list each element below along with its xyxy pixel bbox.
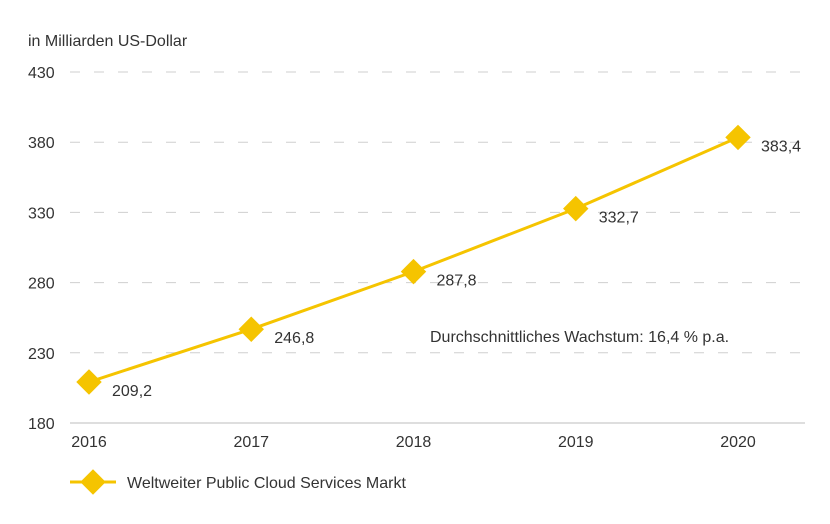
data-point-marker <box>400 258 427 285</box>
series-group: 209,2 246,8 287,8 332,7 383,4 <box>76 124 801 400</box>
y-tick-label: 280 <box>28 276 55 293</box>
legend-label: Weltweiter Public Cloud Services Markt <box>127 475 406 492</box>
data-point-marker <box>563 195 589 222</box>
growth-annotation: Durchschnittliches Wachstum: 16,4 % p.a. <box>430 329 729 346</box>
data-point-marker <box>76 369 102 395</box>
data-label: 246,8 <box>274 330 314 347</box>
x-tick-labels: 2016 2017 2018 2019 2020 <box>71 434 756 451</box>
data-label: 209,2 <box>112 383 152 400</box>
x-tick-label: 2017 <box>233 434 269 451</box>
y-tick-label: 180 <box>28 416 55 433</box>
y-tick-label: 430 <box>28 65 55 82</box>
x-tick-label: 2016 <box>71 434 107 451</box>
grid-lines <box>70 71 805 424</box>
y-tick-labels: 180 230 280 330 380 430 <box>28 65 55 433</box>
y-axis-label: in Milliarden US-Dollar <box>28 33 188 50</box>
legend: Weltweiter Public Cloud Services Markt <box>70 469 406 495</box>
y-tick-label: 230 <box>28 346 55 363</box>
data-label: 287,8 <box>437 273 477 290</box>
x-tick-label: 2020 <box>720 434 756 451</box>
data-label: 383,4 <box>761 138 801 155</box>
x-tick-label: 2019 <box>558 434 594 451</box>
y-tick-label: 330 <box>28 205 55 222</box>
legend-diamond-swatch <box>80 469 106 495</box>
data-label: 332,7 <box>599 210 639 227</box>
y-tick-label: 380 <box>28 135 55 152</box>
data-point-marker <box>238 316 264 342</box>
x-tick-label: 2018 <box>396 434 432 451</box>
data-point-marker <box>725 124 751 151</box>
